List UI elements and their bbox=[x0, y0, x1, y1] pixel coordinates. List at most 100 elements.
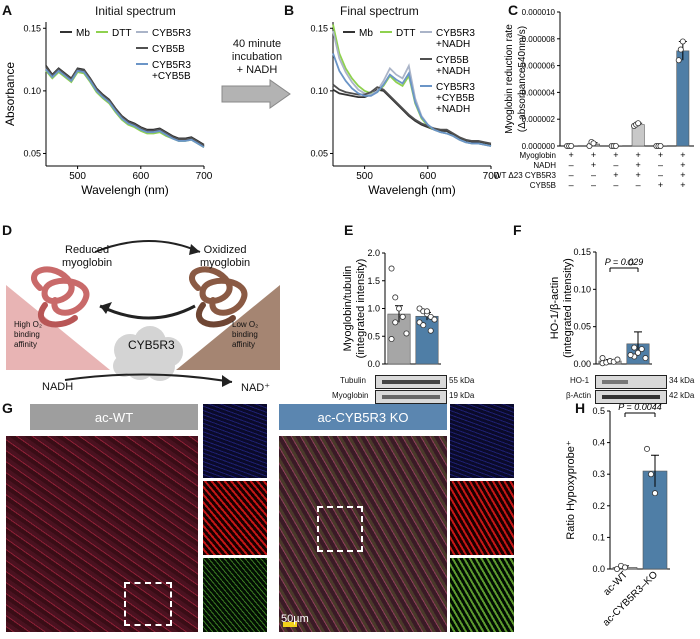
y-tick-label-C-2: 0.000004 bbox=[522, 88, 556, 97]
x-axis-title-A: Wavelengh (nm) bbox=[81, 183, 169, 197]
bar-H-1 bbox=[642, 470, 668, 570]
category-label-H-1: ac-CYB5R3–KO bbox=[601, 569, 660, 628]
panel-letter-h: H bbox=[575, 400, 586, 416]
y-tick-label-C-0: 0.000000 bbox=[522, 142, 556, 151]
nadh-label: NADH bbox=[42, 381, 74, 393]
ko-zoom-box bbox=[317, 506, 363, 552]
low-label-3: affinity bbox=[232, 340, 255, 349]
panel-letter-g: G bbox=[2, 400, 13, 416]
data-point-E-1-4 bbox=[431, 316, 438, 323]
y-tick-label-H-3: 0.3 bbox=[592, 469, 605, 479]
mechanism-diagram bbox=[6, 240, 280, 387]
data-point-F-1-0 bbox=[627, 259, 634, 266]
data-point-C-2-2 bbox=[612, 142, 619, 149]
ko-red-channel bbox=[450, 481, 514, 555]
wt-red-channel bbox=[203, 481, 267, 555]
cyb5r3-enzyme-icon bbox=[113, 326, 183, 381]
reduced-myoglobin-label: Reduced myoglobin bbox=[62, 244, 112, 270]
condition-cell-3-4: + bbox=[658, 180, 663, 190]
y-axis-title-C: Myoglobin reduction rate (Δ absorbance540… bbox=[504, 24, 528, 134]
bar-C-5 bbox=[676, 50, 690, 147]
reduction-arrowhead bbox=[100, 302, 112, 314]
data-point-E-1-8 bbox=[427, 327, 434, 334]
series-line-B-4 bbox=[332, 52, 492, 147]
high-label-3: affinity bbox=[14, 340, 37, 349]
reduced-label-1: Reduced bbox=[65, 244, 110, 256]
p-value-F: P = 0.029 bbox=[605, 257, 643, 267]
oxidation-arrow bbox=[94, 240, 201, 253]
y-axis-title-H: Ratio Hypoxyprobe⁺ bbox=[565, 440, 577, 540]
reduced-myoglobin-icon bbox=[31, 266, 90, 328]
data-point-E-0-3 bbox=[399, 313, 406, 320]
y-tick-label-E-1: 0.5 bbox=[367, 331, 380, 341]
data-point-E-1-6 bbox=[420, 322, 427, 329]
panel-letter-d: D bbox=[2, 222, 13, 238]
y-tick-label-C-4: 0.000008 bbox=[522, 35, 556, 44]
y-tick-label-H-5: 0.5 bbox=[592, 406, 605, 416]
x-tick-label-B-2: 700 bbox=[483, 171, 500, 182]
scale-bar-label: 50µm bbox=[281, 613, 309, 625]
data-point-C-3-2 bbox=[635, 120, 642, 127]
scale-bar bbox=[283, 622, 297, 627]
high-affinity-label: High O₂ binding affinity bbox=[14, 320, 42, 350]
legend-label-A-2: CYB5R3 bbox=[152, 28, 191, 39]
data-point-H-1-1 bbox=[648, 471, 655, 478]
series-line-A-4 bbox=[45, 69, 205, 148]
legend-label-B-3: CYB5B +NADH bbox=[436, 55, 470, 77]
reduced-label-2: myoglobin bbox=[62, 257, 113, 269]
y-tick-label-H-1: 0.1 bbox=[592, 532, 605, 542]
legend-label-A-3: CYB5B bbox=[152, 44, 185, 55]
myoglobin-blot bbox=[375, 390, 447, 404]
tubulin-kda: 55 kDa bbox=[449, 376, 475, 385]
x-tick-label-A-2: 700 bbox=[196, 171, 213, 182]
condition-cell-1-2: – bbox=[613, 160, 618, 170]
ko-blue-channel bbox=[450, 404, 514, 478]
arrow-line-3: + NADH bbox=[236, 64, 278, 76]
condition-cell-3-3: – bbox=[636, 180, 641, 190]
condition-row-label-1: NADH bbox=[533, 161, 556, 170]
high-label-1: High O₂ bbox=[14, 320, 43, 329]
legend-label-B-1: DTT bbox=[396, 28, 415, 39]
data-point-F-1-5 bbox=[627, 352, 634, 359]
ho1-kda: 34 kDa bbox=[669, 376, 695, 385]
oxidation-arrowhead bbox=[189, 244, 200, 255]
condition-cell-2-1: – bbox=[591, 170, 596, 180]
condition-cell-0-3: + bbox=[636, 150, 641, 160]
legend-label-B-4: CYB5R3 +CYB5B +NADH bbox=[436, 82, 475, 115]
ho1-label: HO-1 bbox=[570, 376, 590, 385]
category-label-H-0: ac-WT bbox=[602, 569, 631, 598]
y-tick-label-A-1: 0.10 bbox=[23, 86, 41, 96]
condition-cell-2-4: – bbox=[658, 170, 663, 180]
ho1-blot bbox=[595, 375, 667, 389]
data-point-H-0-2 bbox=[622, 564, 629, 571]
panel-b-title: Final spectrum bbox=[340, 4, 419, 18]
condition-row-label-2: WT Δ23 CYB5R3 bbox=[494, 171, 557, 180]
data-point-F-1-6 bbox=[631, 344, 638, 351]
panel-letter-e: E bbox=[344, 222, 354, 238]
reduction-arrow bbox=[99, 304, 196, 320]
data-point-E-1-7 bbox=[423, 308, 430, 315]
y-tick-label-H-4: 0.4 bbox=[592, 438, 605, 448]
y-tick-label-C-3: 0.000006 bbox=[522, 62, 556, 71]
y-tick-label-A-2: 0.15 bbox=[23, 23, 41, 33]
legend-label-A-1: DTT bbox=[112, 28, 131, 39]
arrow-line-1: 40 minute bbox=[232, 38, 282, 50]
condition-cell-3-0: – bbox=[569, 180, 574, 190]
legend-label-B-2: CYB5R3 +NADH bbox=[436, 28, 475, 50]
actin-kda: 42 kDa bbox=[669, 391, 695, 400]
arrow-line-2: incubation bbox=[231, 51, 283, 63]
condition-row-label-0: Myoglobin bbox=[520, 151, 556, 160]
legend-label-A-0: Mb bbox=[76, 28, 90, 39]
x-tick-label-A-0: 500 bbox=[69, 171, 86, 182]
x-tick-label-A-1: 600 bbox=[132, 171, 149, 182]
y-tick-label-F-0: 0.00 bbox=[573, 359, 591, 369]
condition-cell-2-3: + bbox=[636, 170, 641, 180]
y-tick-label-F-1: 0.05 bbox=[573, 322, 591, 332]
x-tick-label-B-0: 500 bbox=[356, 171, 373, 182]
low-affinity-triangle bbox=[176, 285, 280, 370]
data-point-E-0-0 bbox=[388, 265, 395, 272]
condition-cell-3-5: + bbox=[680, 180, 685, 190]
data-point-F-1-3 bbox=[638, 346, 645, 353]
condition-cell-3-1: – bbox=[591, 180, 596, 190]
